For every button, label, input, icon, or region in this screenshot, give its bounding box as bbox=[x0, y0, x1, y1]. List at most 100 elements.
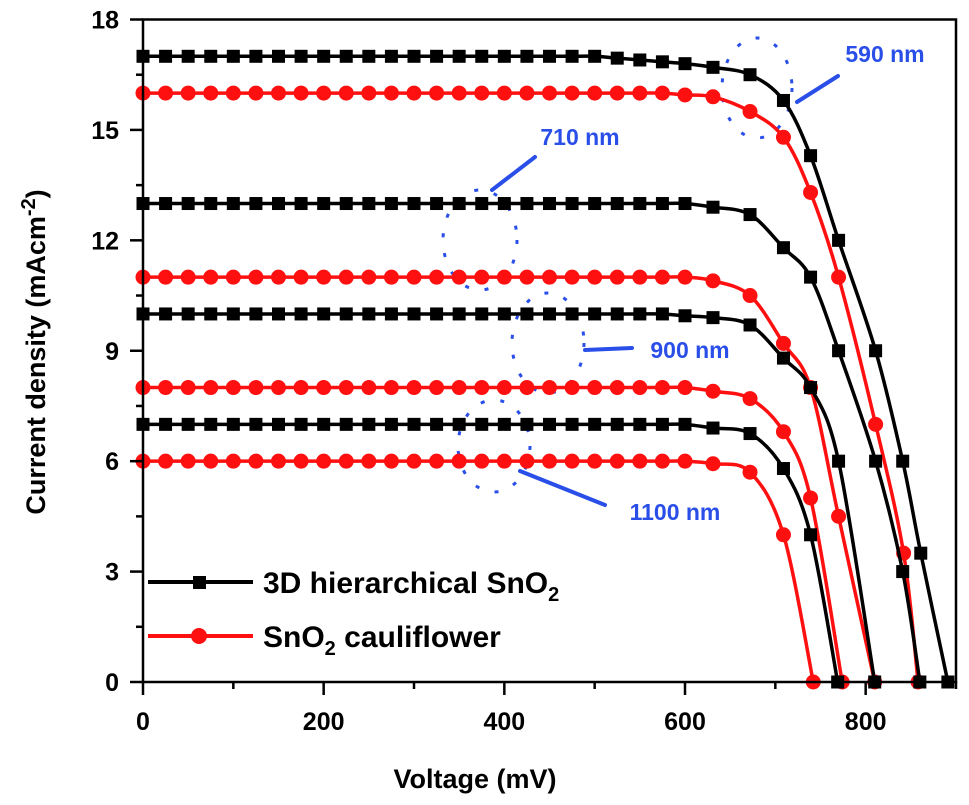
data-point-square bbox=[452, 417, 466, 431]
data-point-circle bbox=[225, 380, 241, 396]
data-point-circle bbox=[474, 85, 490, 101]
data-point-square bbox=[497, 417, 511, 431]
data-point-square bbox=[159, 417, 173, 431]
data-point-circle bbox=[519, 269, 535, 285]
data-point-circle bbox=[542, 453, 557, 469]
data-point-square bbox=[678, 417, 692, 431]
data-point-square bbox=[430, 417, 444, 431]
annotation-1100-nm: 1100 nm bbox=[456, 398, 720, 525]
data-point-square bbox=[204, 307, 218, 321]
data-point-square bbox=[610, 417, 624, 431]
y-tick-label: 12 bbox=[91, 227, 119, 255]
data-point-circle bbox=[158, 269, 174, 285]
annotation-710-nm: 710 nm bbox=[441, 124, 620, 292]
data-point-circle bbox=[742, 391, 758, 407]
data-point-square bbox=[743, 208, 757, 222]
data-point-square bbox=[294, 197, 308, 211]
leader-line bbox=[795, 74, 840, 104]
data-point-circle bbox=[225, 85, 241, 101]
series-hierarchical-2 bbox=[136, 197, 927, 689]
data-point-circle bbox=[742, 464, 758, 480]
y-tick-label: 18 bbox=[91, 7, 119, 35]
data-point-square bbox=[588, 417, 602, 431]
data-point-circle bbox=[564, 453, 580, 469]
data-point-circle bbox=[406, 85, 422, 101]
square-marker-icon bbox=[193, 576, 206, 589]
data-point-circle bbox=[474, 380, 490, 396]
data-point-square bbox=[804, 270, 818, 284]
x-tick-label: 200 bbox=[303, 708, 345, 736]
data-point-circle bbox=[158, 453, 174, 469]
data-point-square bbox=[226, 49, 240, 63]
data-point-square bbox=[520, 49, 534, 63]
data-point-circle bbox=[180, 85, 196, 101]
data-point-square bbox=[776, 462, 790, 476]
data-point-square bbox=[159, 307, 173, 321]
x-tick-label: 600 bbox=[664, 708, 706, 736]
data-point-circle bbox=[293, 269, 309, 285]
data-point-circle bbox=[451, 380, 467, 396]
data-point-circle bbox=[609, 380, 625, 396]
circle-marker-icon bbox=[191, 628, 207, 644]
series-line bbox=[143, 201, 922, 683]
data-point-circle bbox=[293, 453, 309, 469]
data-point-circle bbox=[519, 85, 535, 101]
y-tick-label: 15 bbox=[91, 117, 119, 145]
data-point-circle bbox=[406, 380, 422, 396]
data-point-square bbox=[452, 197, 466, 211]
series-cauliflower-5 bbox=[135, 380, 850, 690]
data-point-square bbox=[384, 197, 398, 211]
annotation-label: 710 nm bbox=[540, 124, 619, 150]
data-point-square bbox=[520, 197, 534, 211]
data-point-square bbox=[804, 528, 818, 542]
legend-item-cauliflower: SnO2 cauliflower bbox=[148, 621, 501, 660]
data-point-square bbox=[294, 307, 308, 321]
data-point-square bbox=[407, 197, 421, 211]
data-point-circle bbox=[429, 380, 445, 396]
data-point-circle bbox=[338, 269, 354, 285]
data-point-circle bbox=[203, 380, 219, 396]
data-point-circle bbox=[451, 269, 467, 285]
data-point-circle bbox=[632, 380, 648, 396]
data-point-circle bbox=[677, 453, 693, 469]
data-point-circle bbox=[361, 380, 377, 396]
data-point-circle bbox=[474, 269, 490, 285]
data-point-circle bbox=[271, 85, 286, 101]
y-axis-title: Current density (mAcm-2) bbox=[18, 189, 51, 514]
leader-line bbox=[518, 469, 607, 507]
data-point-circle bbox=[316, 85, 332, 101]
data-point-square bbox=[588, 49, 602, 63]
data-point-circle bbox=[587, 85, 603, 101]
data-point-square bbox=[249, 197, 263, 211]
data-point-circle bbox=[609, 453, 625, 469]
data-point-circle bbox=[451, 453, 467, 469]
data-point-square bbox=[407, 49, 421, 63]
data-point-square bbox=[159, 197, 173, 211]
data-point-square bbox=[362, 417, 376, 431]
data-point-circle bbox=[831, 508, 847, 524]
data-point-circle bbox=[406, 269, 422, 285]
data-point-square bbox=[475, 307, 489, 321]
data-point-circle bbox=[496, 269, 512, 285]
data-point-circle bbox=[775, 129, 791, 145]
data-point-circle bbox=[248, 85, 264, 101]
y-axis-title-sup: -2 bbox=[18, 198, 40, 216]
data-point-square bbox=[159, 49, 173, 63]
leader-line bbox=[490, 155, 537, 192]
data-point-circle bbox=[180, 453, 196, 469]
annotation-layer: 590 nm 710 nm 900 nm 1100 nm bbox=[441, 36, 925, 525]
data-point-circle bbox=[271, 453, 286, 469]
data-point-square bbox=[475, 49, 489, 63]
data-point-square bbox=[565, 307, 579, 321]
data-point-square bbox=[565, 197, 579, 211]
data-point-circle bbox=[742, 288, 758, 304]
data-point-square bbox=[181, 417, 195, 431]
data-point-square bbox=[520, 307, 534, 321]
data-point-square bbox=[588, 307, 602, 321]
data-point-circle bbox=[406, 453, 422, 469]
data-point-square bbox=[776, 241, 790, 255]
series-cauliflower-1 bbox=[135, 85, 926, 690]
data-point-circle bbox=[654, 85, 670, 101]
data-point-circle bbox=[158, 85, 174, 101]
